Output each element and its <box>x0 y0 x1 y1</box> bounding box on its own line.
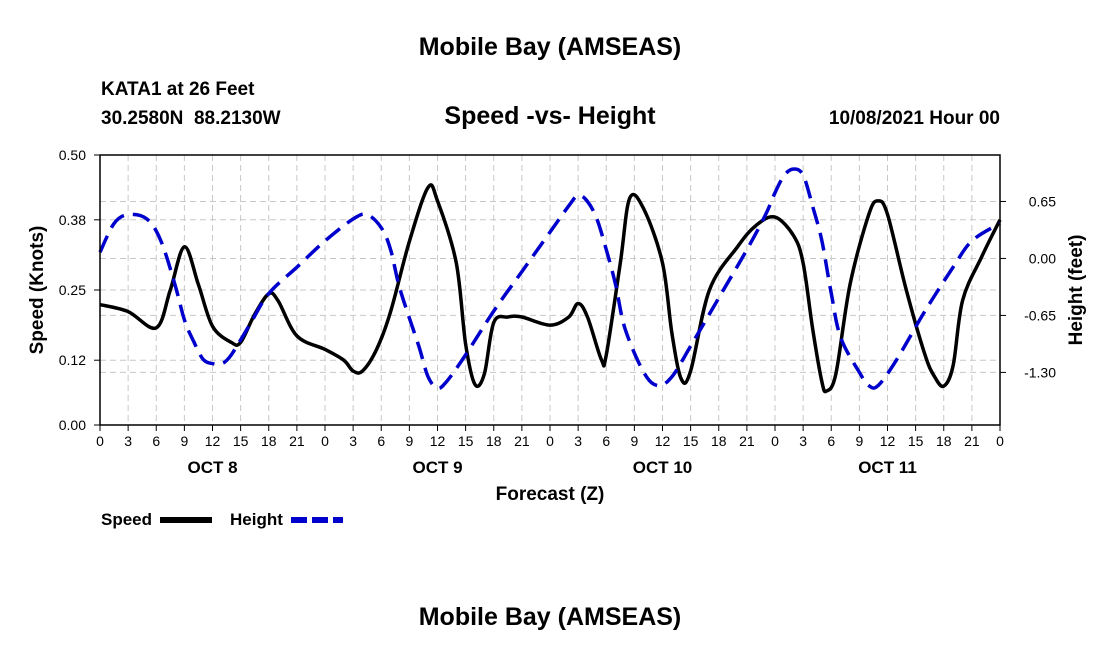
x-tick-label: 18 <box>936 433 952 449</box>
chart-subtitle: Speed -vs- Height <box>444 102 656 130</box>
legend-speed-label: Speed <box>101 510 152 529</box>
x-tick-label: 6 <box>152 433 160 449</box>
x-tick-label: 3 <box>124 433 132 449</box>
x-tick-label: 9 <box>405 433 413 449</box>
x-tick-label: 15 <box>458 433 474 449</box>
station-label: KATA1 at 26 Feet <box>101 79 255 100</box>
x-tick-label: 18 <box>711 433 727 449</box>
x-tick-label: 21 <box>514 433 530 449</box>
y-left-tick-label: 0.38 <box>59 212 86 228</box>
x-tick-label: 15 <box>908 433 924 449</box>
axes: 0 3 6 9 12 15 18 21 0 3 6 9 12 15 18 21 0 3 6 9 12 15 18 21 0 3 6 9… <box>59 147 1056 477</box>
x-tick-label: 12 <box>205 433 221 449</box>
x-tick-label: 12 <box>655 433 671 449</box>
x-tick-label: 3 <box>574 433 582 449</box>
x-tick-label: 3 <box>349 433 357 449</box>
y-axis-right-label: Height (feet) <box>1066 235 1087 346</box>
issued-label: 10/08/2021 Hour 00 <box>829 108 1000 129</box>
y-right-tick-label: 0.65 <box>1029 193 1056 209</box>
y-axis-left-label: Speed (Knots) <box>27 226 48 355</box>
series-line-speed <box>99 183 1002 394</box>
x-tick-label: 18 <box>486 433 502 449</box>
x-tick-label: 21 <box>739 433 755 449</box>
legend-height-label: Height <box>230 510 283 529</box>
chart-title: Mobile Bay (AMSEAS) <box>419 33 682 61</box>
footer-title: Mobile Bay (AMSEAS) <box>419 603 682 631</box>
y-right-tick-label: -0.65 <box>1024 307 1056 323</box>
x-tick-label: 21 <box>289 433 305 449</box>
x-day-label: OCT 8 <box>187 458 237 477</box>
x-tick-label: 15 <box>233 433 249 449</box>
coordinates-label: 30.2580N 88.2130W <box>101 108 281 129</box>
x-tick-label: 0 <box>771 433 779 449</box>
x-day-label: OCT 9 <box>412 458 462 477</box>
y-left-tick-label: 0.00 <box>59 417 86 433</box>
plot-series <box>98 167 1002 394</box>
x-tick-label: 6 <box>827 433 835 449</box>
x-axis-label: Forecast (Z) <box>496 484 605 505</box>
x-tick-label: 9 <box>180 433 188 449</box>
x-tick-label: 12 <box>880 433 896 449</box>
series-line-height <box>98 167 1001 391</box>
x-tick-label: 6 <box>602 433 610 449</box>
x-tick-label: 9 <box>855 433 863 449</box>
x-day-label: OCT 10 <box>633 458 693 477</box>
x-tick-label: 9 <box>630 433 638 449</box>
y-right-tick-label: -1.30 <box>1024 364 1056 380</box>
x-day-label: OCT 11 <box>858 458 917 477</box>
y-left-tick-label: 0.50 <box>59 147 86 163</box>
legend: Speed Height <box>101 510 343 529</box>
x-tick-label: 0 <box>546 433 554 449</box>
x-tick-label: 12 <box>430 433 446 449</box>
y-left-tick-label: 0.12 <box>59 352 86 368</box>
grid <box>100 155 1000 425</box>
x-tick-label: 6 <box>377 433 385 449</box>
x-tick-label: 3 <box>799 433 807 449</box>
x-tick-label: 21 <box>964 433 980 449</box>
x-tick-label: 18 <box>261 433 277 449</box>
x-tick-label: 0 <box>96 433 104 449</box>
y-right-tick-label: 0.00 <box>1029 250 1056 266</box>
x-tick-label: 0 <box>321 433 329 449</box>
x-tick-label: 0 <box>996 433 1004 449</box>
x-tick-label: 15 <box>683 433 699 449</box>
y-left-tick-label: 0.25 <box>59 282 86 298</box>
